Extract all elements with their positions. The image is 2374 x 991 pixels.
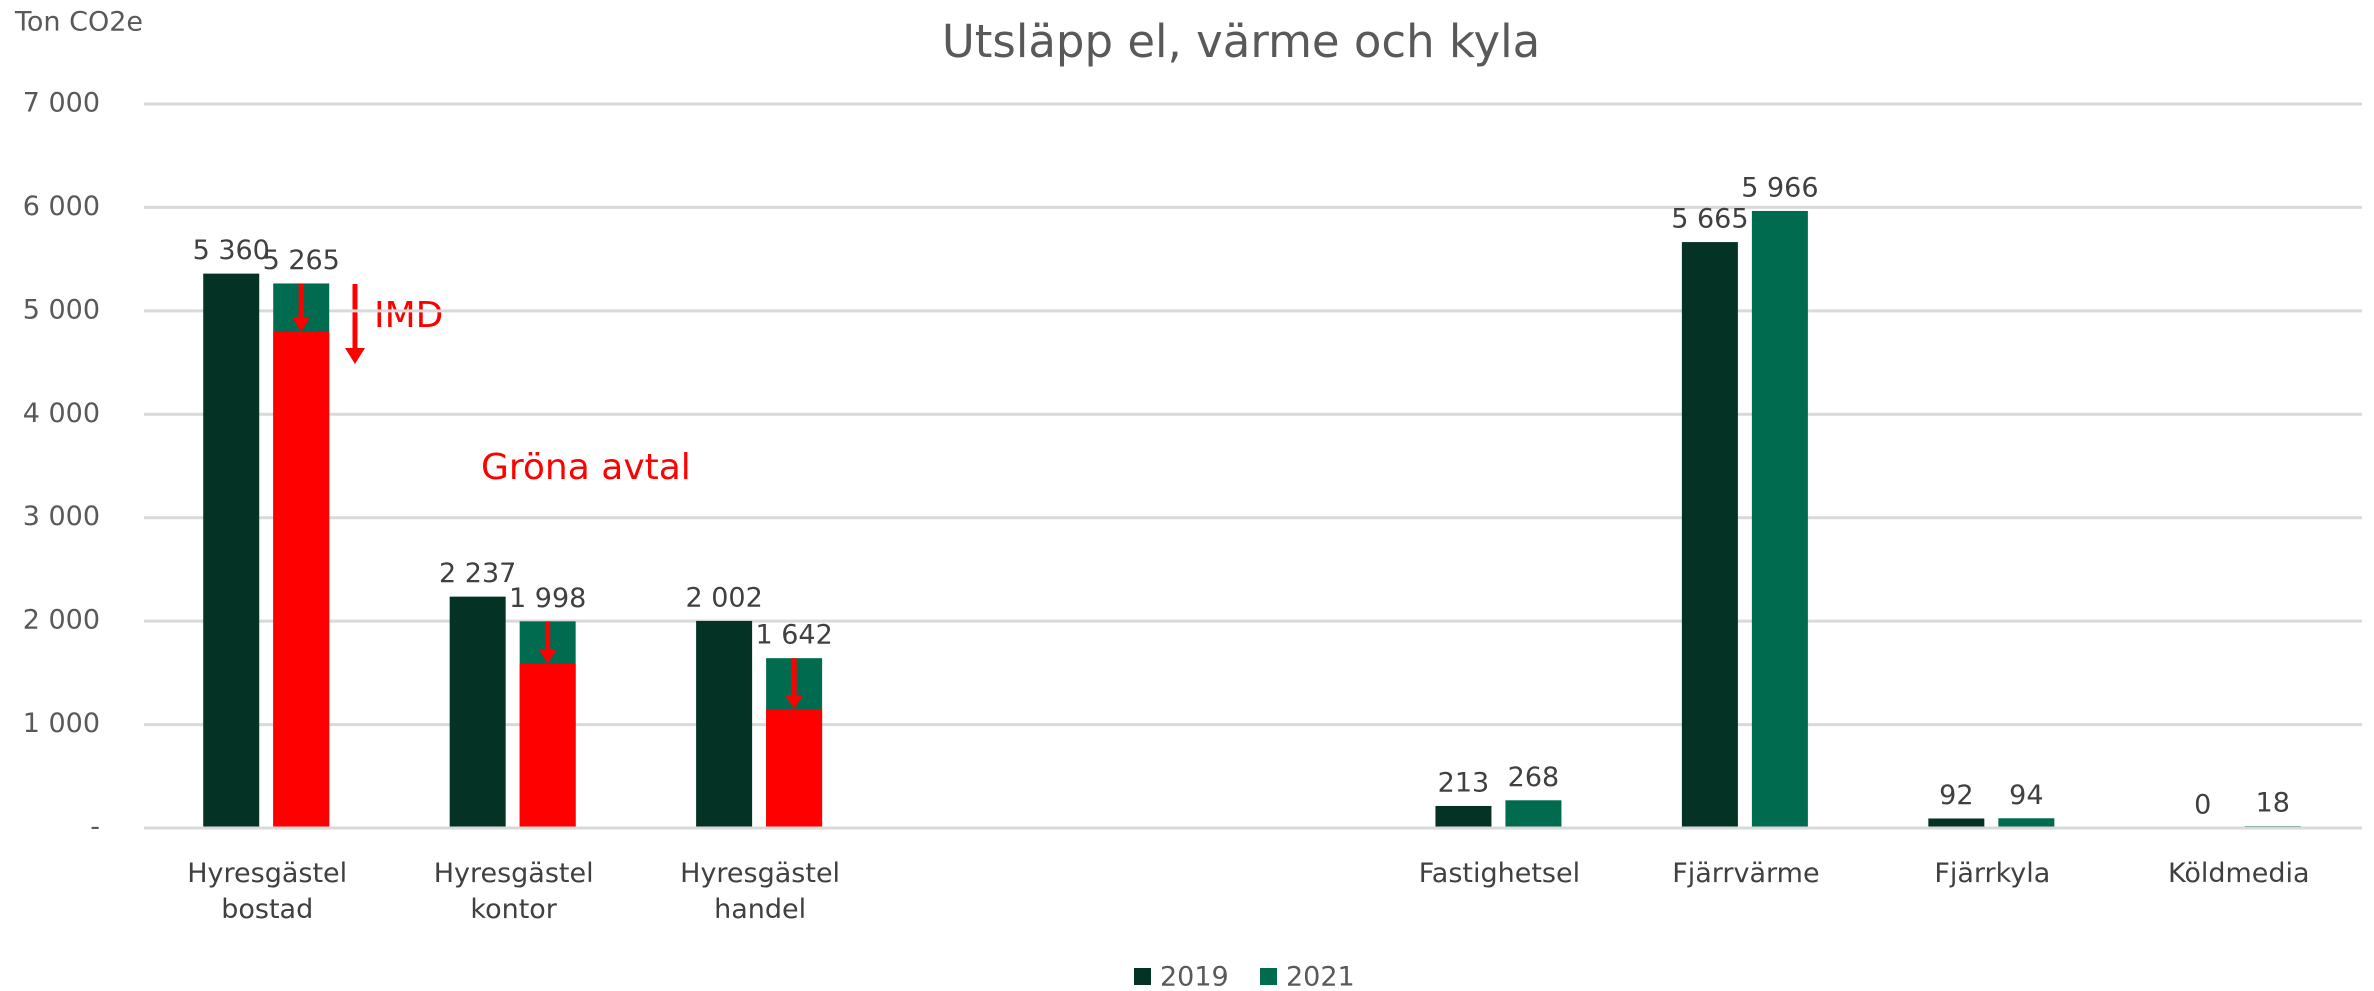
arrow-head [785, 695, 804, 710]
y-tick-label: 7 000 [23, 88, 100, 119]
y-tick-label: 1 000 [23, 708, 100, 739]
value-label: 268 [1508, 762, 1560, 793]
arrow-head [345, 348, 365, 364]
bar [696, 620, 753, 828]
arrow-head [538, 649, 557, 664]
bar [1751, 210, 1808, 829]
value-label: 1 998 [509, 583, 586, 614]
legend-label: 2021 [1286, 962, 1355, 991]
bar [1435, 805, 1492, 828]
value-label: 1 642 [755, 620, 832, 651]
value-label: 2 237 [439, 558, 516, 589]
bar [1928, 818, 1985, 828]
y-tick-label: 2 000 [23, 605, 100, 636]
value-label: 5 265 [263, 245, 340, 276]
bar [273, 331, 330, 828]
x-tick-label: Köldmedia [2167, 858, 2310, 889]
value-label: 0 [2194, 790, 2211, 821]
value-label: 18 [2256, 788, 2290, 819]
x-tick-label: Fastighetsel [1418, 858, 1581, 889]
value-label: 92 [1939, 780, 1973, 811]
legend-swatch [1134, 968, 1151, 985]
value-label: 213 [1438, 767, 1490, 798]
value-label: 5 665 [1671, 204, 1748, 235]
annotation: IMD [374, 295, 443, 336]
value-label: 5 360 [193, 235, 270, 266]
x-tick-label: Fjärrkyla [1934, 858, 2051, 889]
x-tick-label: Fjärrvärme [1672, 858, 1820, 889]
y-axis-label: Ton CO2e [14, 7, 143, 38]
x-tick-label: Hyresgästel kontor [433, 858, 594, 925]
value-label: 94 [2009, 780, 2043, 811]
bar [1505, 800, 1562, 828]
bar [766, 709, 823, 828]
bar [519, 663, 576, 828]
value-label: 5 966 [1741, 172, 1818, 203]
arrow-head [292, 317, 311, 332]
y-tick-label: 5 000 [23, 294, 100, 325]
chart-title: Utsläpp el, värme och kyla [942, 15, 1540, 68]
bar [1681, 242, 1738, 828]
y-tick-label: 3 000 [23, 501, 100, 532]
bar [1998, 818, 2055, 828]
y-tick-label: - [90, 812, 100, 843]
legend-swatch [1260, 968, 1277, 985]
y-tick-label: 6 000 [23, 191, 100, 222]
annotation: Gröna avtal [481, 447, 691, 488]
x-tick-label: Hyresgästel bostad [187, 858, 348, 925]
y-tick-label: 4 000 [23, 398, 100, 429]
value-label: 2 002 [685, 582, 762, 613]
bar [203, 273, 260, 828]
legend-label: 2019 [1160, 962, 1229, 991]
bar [449, 596, 506, 828]
x-tick-label: Hyresgästel handel [680, 858, 841, 925]
